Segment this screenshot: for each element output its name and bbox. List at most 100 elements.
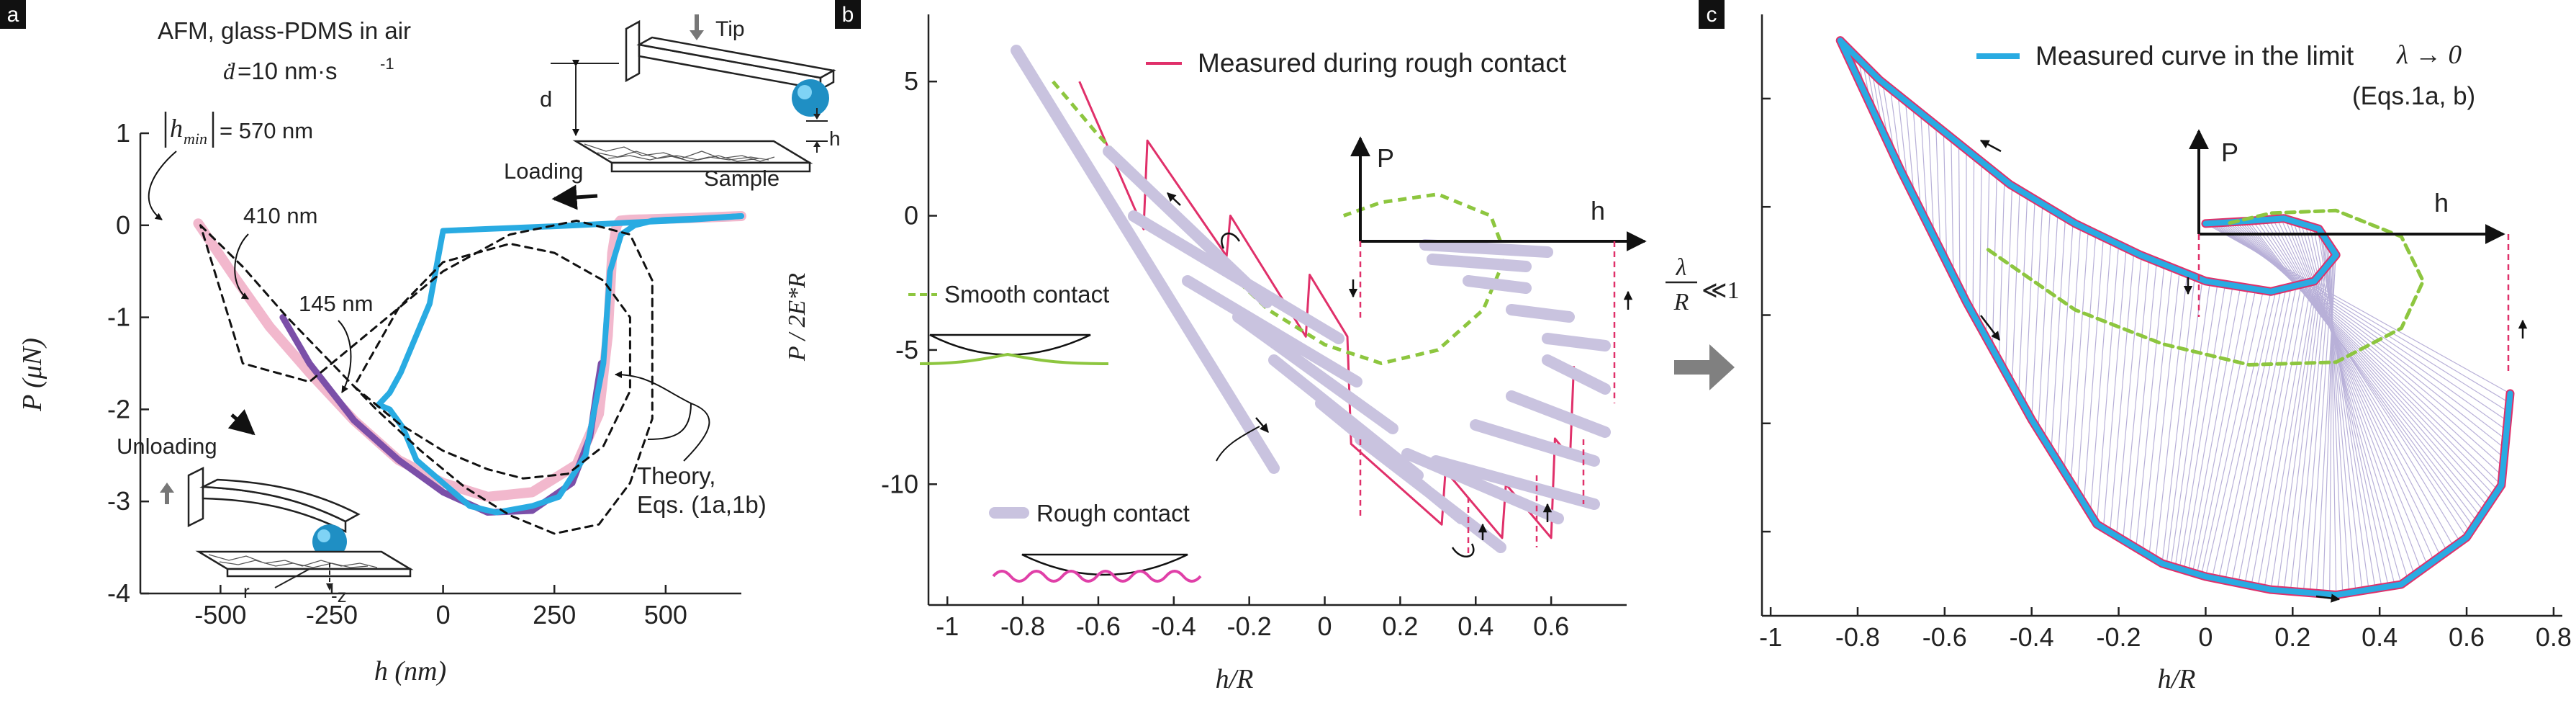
panel-c-xtick-label: 0.8 [2536, 622, 2572, 652]
panel-c-xlabel: h/R [2158, 664, 2196, 694]
panel-c-hatch-line [1912, 107, 1922, 211]
panel-b-xtick-label: -0.6 [1076, 611, 1121, 641]
panel-c-hatch-line [2260, 220, 2467, 538]
rate-label: ḋ =10 nm·s -1 [223, 55, 394, 85]
panel-c-hatch-line [2317, 228, 2376, 589]
panel-a-xtick-label: 500 [644, 600, 687, 629]
svg-text:Loading: Loading [504, 158, 583, 184]
panel-c-hatch-line [2280, 218, 2435, 562]
panel-c-hatch-line [2305, 224, 2395, 586]
panel-c-hatch-line [1928, 119, 1935, 237]
legend-measured: Measured during rough contact [1198, 48, 1567, 78]
panel-a-series-5-black-dashed [353, 242, 631, 480]
panel-c-hatch-line [2284, 218, 2428, 566]
panel-c-hatch-line [2290, 267, 2326, 591]
panel-c-hatch-line [1897, 94, 1909, 185]
panel-c-hatch-line [2115, 255, 2142, 537]
theory-label: Theory, [637, 462, 715, 489]
svg-text:=10 nm·s: =10 nm·s [238, 58, 337, 84]
panel-c-hatch-line [2129, 261, 2157, 545]
conditions-label: AFM, glass-PDMS in air [158, 17, 411, 44]
panel-c-xtick-label: -0.4 [2010, 622, 2054, 652]
panel-b-chart: -1 -0.8 -0.6 -0.4 -0.2 0 0.2 0.4 0.6 5 0 -5 -10 P / … [784, 14, 1647, 694]
svg-text:r: r [243, 581, 250, 602]
panel-c-hatch-line [2211, 290, 2277, 578]
panel-c-xtick-label: -0.8 [1835, 622, 1880, 652]
panel-c-hatch-line [1979, 161, 1982, 326]
transition-marker: λ R ≪1 [1666, 254, 1740, 390]
panel-b-xtick-label: -0.8 [1000, 611, 1045, 641]
panel-c-hatch-line [2309, 225, 2389, 587]
panel-a-ytick-label: -1 [107, 303, 130, 332]
panel-c-hatch-line [2109, 251, 2135, 532]
panel-a-ylabel: P (μN) [17, 338, 48, 412]
panel-c-hatch-line [2231, 286, 2292, 582]
panel-a-ytick-label: -2 [107, 394, 130, 424]
panel-c-hatch-line [1958, 143, 1961, 290]
panel-c-hatch-line [2031, 204, 2043, 420]
jump-markers-b [1359, 241, 1616, 555]
panel-c-hatch-line [2270, 277, 2319, 590]
legend-c-limit: λ → 0 [2396, 40, 2462, 70]
hmin-pointer [148, 151, 177, 220]
svg-text:λ: λ [1676, 254, 1687, 281]
svg-text:b: b [842, 3, 854, 27]
panel-b-xtick-label: -1 [936, 611, 959, 641]
svg-text:d: d [540, 86, 552, 112]
panel-c-xtick-label: -0.2 [2097, 622, 2141, 652]
panel-c-hatch-line [2142, 267, 2173, 552]
panel-c-hatch-line [1935, 125, 1941, 250]
panel-a-series-3-blue [375, 213, 744, 408]
panel-c-hatch-line [1992, 174, 1997, 349]
svg-text:Tip: Tip [715, 17, 745, 41]
svg-text:h: h [829, 127, 841, 150]
panel-b-xtick-label: -0.4 [1152, 611, 1196, 641]
panel-a-xtick-label: -250 [306, 600, 358, 629]
transition-arrow [1674, 344, 1735, 390]
panel-c-hatching [1844, 45, 2511, 596]
jump-markers-c [2197, 234, 2510, 375]
panel-c-hatch-line [2268, 219, 2454, 547]
panel-c-hatch-line [2089, 241, 2112, 514]
panel-a-xtick-label: -500 [194, 600, 246, 629]
panel-a-ytick-label: -3 [107, 486, 130, 516]
inset-c-P: P [2221, 138, 2238, 167]
panel-c-hatch-line [2005, 185, 2013, 373]
panel-c-hatch-line [2051, 218, 2066, 452]
panel-c-hatch-line [2244, 284, 2302, 585]
panel-b-ytick-label: 0 [904, 201, 918, 230]
smooth-contact-label: Smooth contact [944, 281, 1109, 308]
svg-text:R: R [1673, 289, 1689, 315]
panel-c-hatch-line [2264, 279, 2316, 588]
panel-a-axes: -500 -250 0 250 500 1 0 -1 -2 -3 -4 [107, 118, 741, 629]
panel-c-hatch-line [2196, 289, 2256, 575]
panel-c-hatch-line [1951, 137, 1954, 277]
panel-a-ytick-label: 0 [116, 210, 130, 240]
panel-c-xtick-label: 0.4 [2362, 622, 2398, 652]
rough-contact-band [1011, 45, 1611, 553]
panel-c-hatch-line [2205, 291, 2272, 577]
svg-text:= 570 nm: = 570 nm [220, 118, 313, 143]
panel-c-hatch-line [2179, 284, 2226, 569]
panel-c-hatch-line [2192, 287, 2249, 573]
panel-b-xtick-label: 0 [1318, 611, 1332, 641]
panel-c-hatch-line [2170, 282, 2211, 567]
panel-c-hatch-line [1943, 131, 1948, 263]
panel-c-hatch-line [2155, 273, 2188, 560]
panel-c-hatch-line [2330, 246, 2337, 596]
panel-c-hatch-line [2148, 270, 2180, 556]
direction-arrows-c [1979, 139, 2528, 603]
panel-c-xtick-label: 0.2 [2274, 622, 2310, 652]
panel-c-hatch-line [2064, 226, 2082, 472]
panel-c-hatch-line [2329, 249, 2333, 595]
legend-c-line2: (Eqs.1a, b) [2352, 82, 2475, 110]
panel-c-series-0-blue [1837, 37, 2339, 295]
unloading-schematic: Unloading r -z [117, 434, 414, 606]
svg-text:-1: -1 [380, 55, 394, 73]
panel-c-series-1-blue [1837, 37, 2513, 598]
panel-c-hatch-line [2136, 264, 2165, 548]
panel-a-ytick-label: -4 [107, 578, 130, 608]
panel-c-hatch-line [2070, 230, 2089, 483]
panel-c-hatch-line [2183, 285, 2233, 570]
panel-b-axes: -1 -0.8 -0.6 -0.4 -0.2 0 0.2 0.4 0.6 5 0 -5 -10 [881, 14, 1627, 641]
